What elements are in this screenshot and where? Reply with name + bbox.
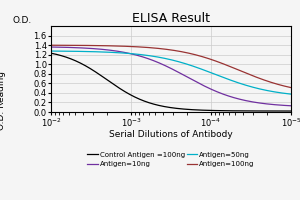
Antigen=50ng <box>222 77 226 79</box>
Antigen=100ng <box>128 45 131 48</box>
Line: Antigen=50ng: Antigen=50ng <box>51 51 291 94</box>
Antigen=10ng <box>224 94 227 96</box>
Control Antigen =100ng <box>200 109 204 111</box>
Antigen=50ng <box>78 50 82 53</box>
Antigen=100ng <box>78 44 82 47</box>
Antigen=50ng <box>289 93 293 95</box>
Antigen=100ng <box>144 46 148 49</box>
Control Antigen =100ng <box>78 62 82 64</box>
Antigen=10ng <box>289 105 293 107</box>
Antigen=100ng <box>224 63 227 66</box>
Line: Antigen=10ng: Antigen=10ng <box>51 47 291 106</box>
Control Antigen =100ng <box>222 110 226 112</box>
Line: Antigen=100ng: Antigen=100ng <box>51 45 291 88</box>
Text: O.D. Reading: O.D. Reading <box>0 71 6 130</box>
Antigen=50ng <box>224 77 227 79</box>
Antigen=100ng <box>289 86 293 89</box>
Antigen=100ng <box>200 55 204 58</box>
Antigen=10ng <box>144 57 148 59</box>
Line: Control Antigen =100ng: Control Antigen =100ng <box>51 53 291 111</box>
Antigen=10ng <box>78 47 82 49</box>
Control Antigen =100ng <box>289 110 293 112</box>
Text: O.D.: O.D. <box>13 16 32 25</box>
Title: ELISA Result: ELISA Result <box>132 12 210 25</box>
Antigen=50ng <box>144 54 148 56</box>
Legend: Control Antigen =100ng, Antigen=10ng, Antigen=50ng, Antigen=100ng: Control Antigen =100ng, Antigen=10ng, An… <box>87 152 255 167</box>
Control Antigen =100ng <box>49 52 53 54</box>
Control Antigen =100ng <box>224 110 227 112</box>
Antigen=10ng <box>200 84 204 86</box>
Antigen=100ng <box>222 63 226 65</box>
Antigen=50ng <box>200 68 204 71</box>
Antigen=10ng <box>222 93 226 96</box>
Control Antigen =100ng <box>128 93 131 95</box>
Antigen=50ng <box>128 52 131 55</box>
X-axis label: Serial Dilutions of Antibody: Serial Dilutions of Antibody <box>109 130 233 139</box>
Control Antigen =100ng <box>144 101 148 103</box>
Antigen=100ng <box>49 44 53 46</box>
Antigen=10ng <box>128 52 131 55</box>
Antigen=10ng <box>49 46 53 48</box>
Antigen=50ng <box>49 50 53 52</box>
